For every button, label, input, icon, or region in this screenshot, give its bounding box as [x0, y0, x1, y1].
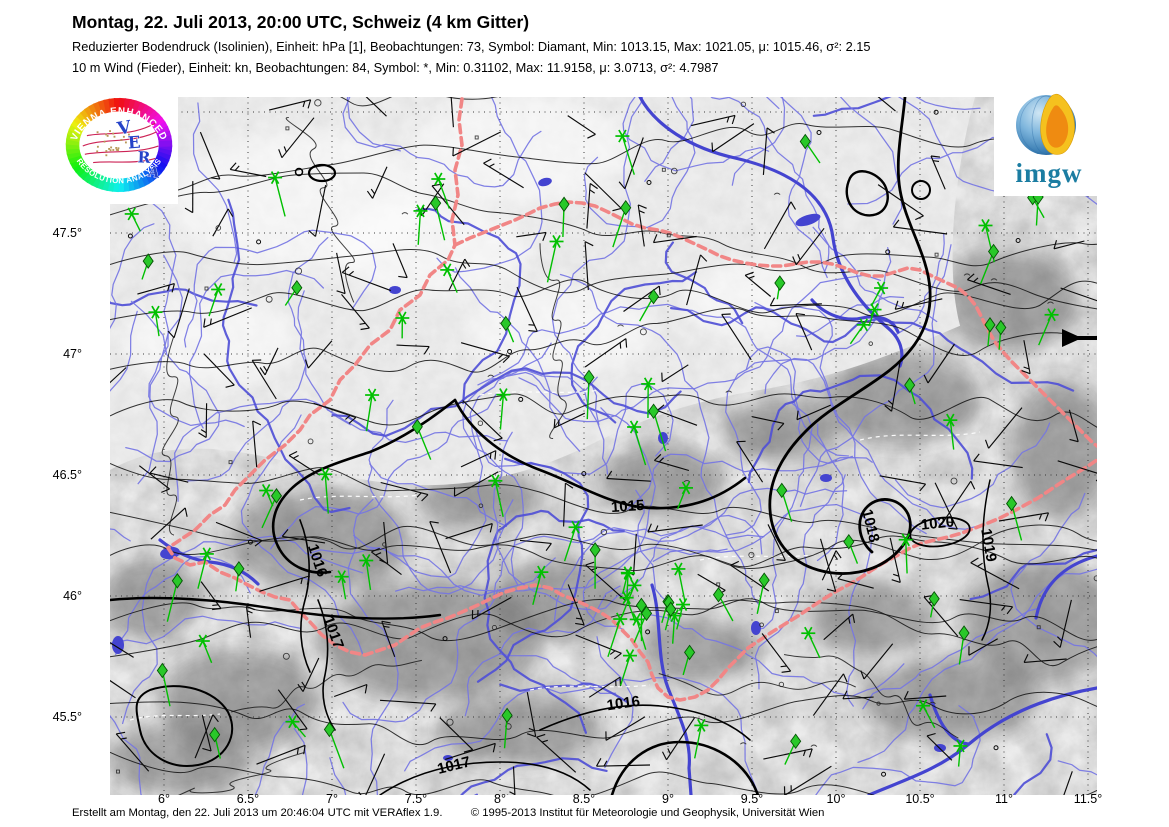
lat-tick-label: 47.5° — [52, 226, 82, 240]
imgw-logo-text: imgw — [1015, 158, 1083, 188]
lon-tick-label: 6° — [158, 792, 170, 806]
vera-logo: VIENNA ENHANCED RESOLUTION ANALYSIS V E R A — [60, 86, 178, 204]
white-contours-layer — [129, 389, 981, 721]
lon-tick-label: 9.5° — [740, 792, 764, 806]
lon-tick-label: 11.5° — [1073, 792, 1103, 806]
footer: Erstellt am Montag, den 22. Juli 2013 um… — [72, 807, 824, 819]
pressure-isolines-layer — [110, 97, 1097, 795]
subtitle-pressure: Reduzierter Bodendruck (Isolinien), Einh… — [72, 39, 871, 54]
lon-tick-label: 10° — [826, 792, 846, 806]
lon-tick-label: 6.5° — [236, 792, 260, 806]
isoline-label: 1015 — [610, 497, 644, 516]
lakes-layer — [112, 97, 1097, 795]
lat-tick-label: 45.5° — [52, 710, 82, 724]
imgw-logo: imgw — [994, 92, 1104, 196]
isoline-label: 1016 — [606, 693, 641, 714]
lat-tick-label: 47° — [63, 347, 82, 361]
lon-tick-label: 8° — [494, 792, 506, 806]
lon-tick-label: 9° — [662, 792, 674, 806]
lon-tick-label: 8.5° — [572, 792, 596, 806]
lon-tick-label: 11° — [995, 792, 1013, 806]
lon-tick-label: 7° — [326, 792, 338, 806]
lat-tick-label: 46° — [63, 589, 82, 603]
page-title: Montag, 22. Juli 2013, 20:00 UTC, Schwei… — [72, 12, 530, 32]
subtitle-wind: 10 m Wind (Fieder), Einheit: kn, Beobach… — [72, 60, 719, 75]
vera-logo-letter: E — [127, 132, 141, 153]
vera-logo-letter: A — [146, 163, 161, 182]
isoline-label: 1019 — [977, 527, 1000, 563]
footer-created: Erstellt am Montag, den 22. Juli 2013 um… — [72, 807, 443, 819]
observations-layer — [124, 129, 1059, 769]
lon-tick-label: 7.5° — [404, 792, 428, 806]
vera-logo-letter: V — [115, 117, 133, 140]
rivers-layer — [110, 97, 1097, 795]
isoline-label: 1020 — [920, 513, 955, 533]
vera-logo-letter: R — [137, 147, 151, 166]
footer-copyright: © 1995-2013 Institut für Meteorologie un… — [470, 807, 825, 819]
imgw-globe-icon — [1016, 93, 1076, 155]
lat-tick-label: 46.5° — [52, 468, 82, 482]
lon-tick-label: 10.5° — [905, 792, 935, 806]
